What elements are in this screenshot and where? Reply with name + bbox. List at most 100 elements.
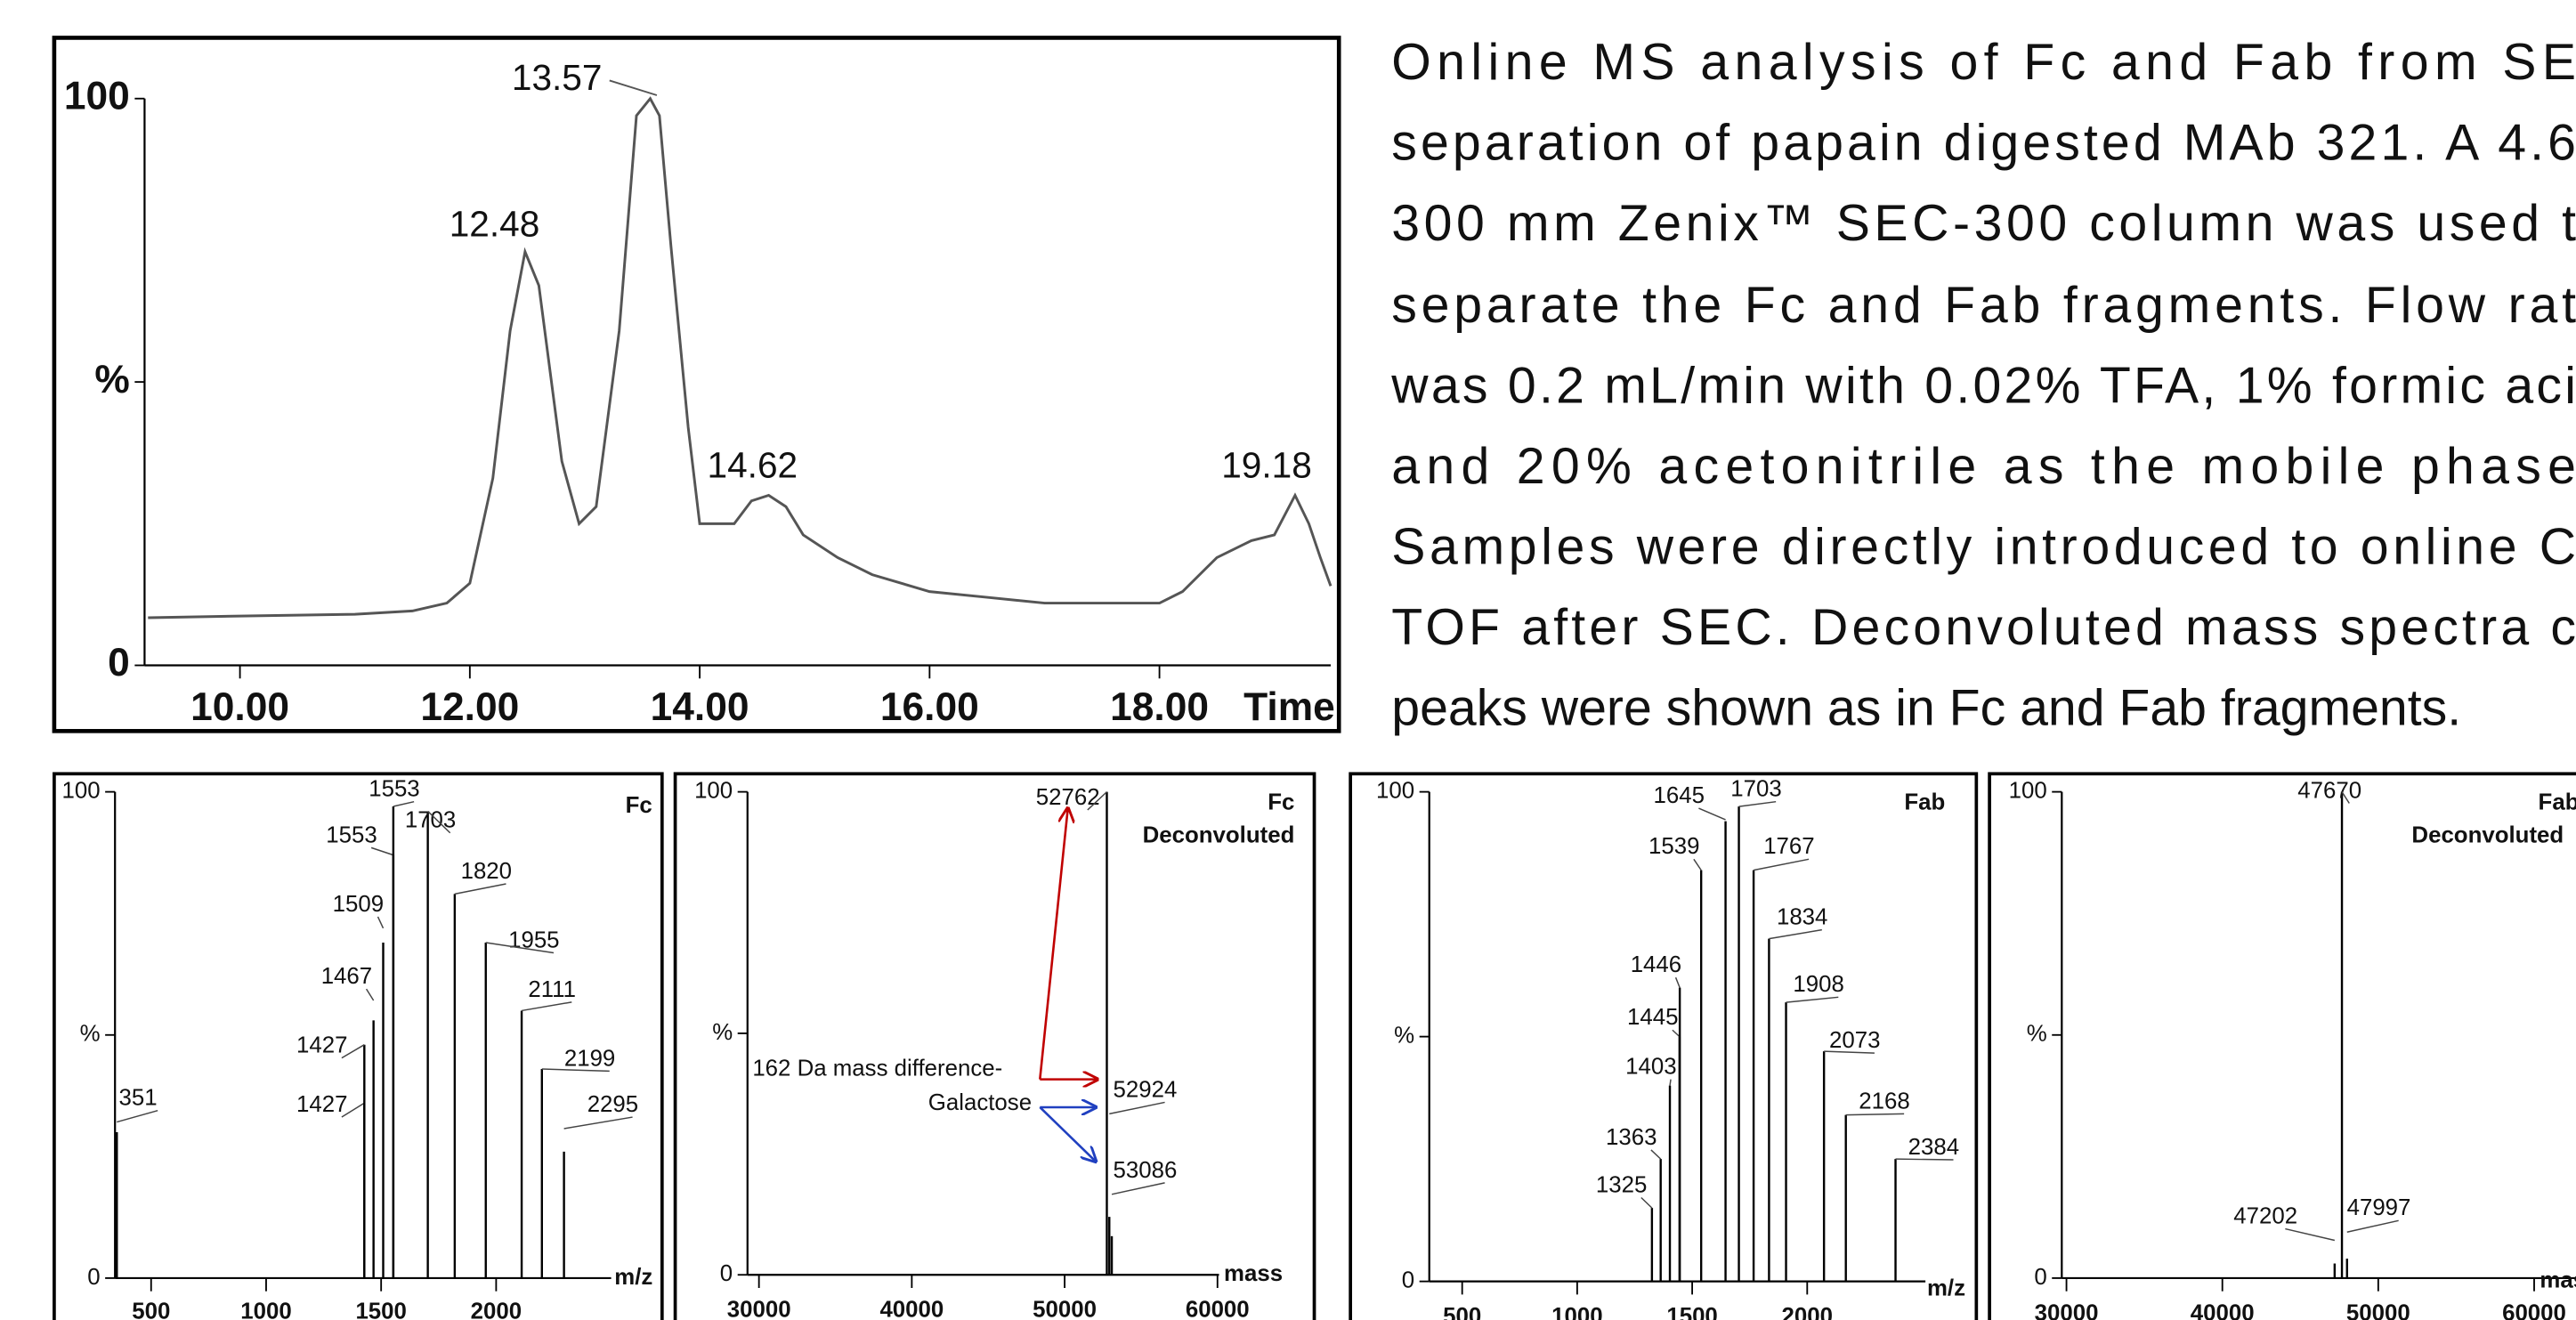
y-tick-label: 100 <box>61 778 100 803</box>
x-tick-label: 40000 <box>879 1298 944 1320</box>
leader-line <box>1693 858 1702 871</box>
x-axis-label: Time <box>1243 685 1335 729</box>
leader-line <box>1640 1196 1653 1209</box>
leader-line <box>377 916 385 929</box>
leader-line <box>2341 791 2350 804</box>
leader-line <box>1698 807 1726 821</box>
peak-label: 1445 <box>1627 1005 1678 1030</box>
galactose-arrows <box>1039 808 1098 1162</box>
leader-line <box>1669 1079 1672 1086</box>
y-tick-label: % <box>1394 1023 1414 1048</box>
peak-label: 2111 <box>528 977 576 1002</box>
caption-line: was 0.2 mL/min with 0.02% TFA, 1% formic… <box>1390 358 2576 415</box>
panel-frame <box>673 772 1316 1320</box>
caption: Online MS analysis of Fc and Fab from SE… <box>1390 34 2576 736</box>
panel-title: Fc <box>1268 790 1294 814</box>
x-tick-label: 14.00 <box>651 685 749 729</box>
peak-label: 1703 <box>1730 777 1781 802</box>
panel-title: Fab <box>2539 790 2576 814</box>
x-tick-label: 1500 <box>355 1300 406 1320</box>
y-tick-label: 0 <box>720 1261 733 1286</box>
annotation: Galactose <box>928 1090 1032 1115</box>
panel-subtitle: Deconvoluted <box>2411 822 2564 847</box>
peak-label: 1955 <box>508 927 559 952</box>
x-axis-label: mass <box>1224 1261 1283 1286</box>
leader-line <box>1895 1158 1954 1161</box>
peak-label: 1427 <box>296 1092 347 1117</box>
leader-line <box>427 810 451 834</box>
y-tick-label: 100 <box>1376 778 1414 803</box>
leader-line <box>2346 1219 2399 1233</box>
leader-line <box>1087 791 1107 811</box>
x-tick-label: 16.00 <box>880 685 979 729</box>
caption-line: separation of papain digested MAb 321. A… <box>1391 114 2576 171</box>
leader-line <box>2285 1227 2336 1242</box>
leader-line <box>485 942 555 954</box>
peak-label: 53086 <box>1114 1158 1178 1183</box>
y-tick-label: % <box>80 1022 101 1047</box>
leader-line <box>1672 1029 1681 1038</box>
chart-panel: 10.00 12.00 14.00 16.00 18.00 0% 100 Time 12.48 1… <box>52 36 1341 733</box>
peak-label: 2295 <box>587 1092 638 1117</box>
y-tick-label: 0 <box>108 641 130 684</box>
arrow <box>1039 808 1067 1080</box>
x-axis-label: m/z <box>1927 1276 1965 1301</box>
peak-label: 1553 <box>369 777 419 802</box>
peak-label: 47202 <box>2233 1203 2297 1228</box>
x-tick-label: 30000 <box>2035 1300 2099 1320</box>
x-axis-label: m/z <box>614 1265 652 1290</box>
peak-label: 1645 <box>1654 783 1705 808</box>
x-tick-label: 40000 <box>2191 1300 2255 1320</box>
leader-line <box>341 1044 365 1059</box>
caption-line: TOF after SEC. Deconvoluted mass spectra… <box>1391 599 2576 656</box>
peak-label: 1703 <box>405 808 456 833</box>
peak-label: 13.57 <box>512 57 603 98</box>
leader-line <box>1111 1182 1165 1195</box>
peak-label: 1325 <box>1596 1172 1647 1197</box>
leader-line <box>1738 800 1777 807</box>
peak-label: 1539 <box>1648 834 1699 859</box>
x-tick-label: 500 <box>1443 1304 1481 1320</box>
leader-line <box>1769 928 1822 940</box>
y-tick-label: 0 <box>87 1265 100 1290</box>
leader-line <box>1674 976 1681 988</box>
leader-line <box>393 800 415 807</box>
chart-panel: 500 1000 1500 2000 0% 100 m/z Fc 351 1427 1427 1467… <box>53 772 664 1320</box>
peak-label: 14.62 <box>708 445 798 486</box>
chromatogram-line <box>148 96 1333 620</box>
leader-line <box>341 1102 365 1118</box>
chart-panel: 30000 40000 50000 60000 0% 100 mass Fab Deconvol… <box>1988 772 2576 1320</box>
y-tick-label: % <box>712 1020 733 1045</box>
panel-frame <box>53 772 664 1320</box>
peak-label: 1427 <box>296 1033 347 1058</box>
x-tick-label: 18.00 <box>1110 685 1209 729</box>
panel-frame <box>1349 772 1979 1320</box>
peak-label: 1908 <box>1793 972 1843 997</box>
caption-line: Samples were directly introduced to onli… <box>1391 518 2576 575</box>
x-tick-label: 50000 <box>1033 1298 1097 1320</box>
arrow <box>1039 1106 1096 1162</box>
peak-label: 1467 <box>321 964 372 989</box>
y-tick-label: 100 <box>2009 778 2047 803</box>
leader-line <box>563 1116 633 1130</box>
peak-label: 1820 <box>461 859 512 884</box>
leader-line <box>1753 858 1810 871</box>
peak-label: 2199 <box>564 1046 615 1071</box>
peak-label: 1553 <box>326 822 377 847</box>
x-tick-label: 1000 <box>1551 1304 1602 1320</box>
leader-line <box>454 883 506 895</box>
leader-line <box>370 846 394 856</box>
chart-panel: 500 1000 1500 2000 0% 100 m/z Fab 1325 1363 1403 14… <box>1349 772 1979 1320</box>
peak-label: 12.48 <box>450 203 540 244</box>
peak-label: 47997 <box>2347 1195 2411 1220</box>
leader-line <box>117 1109 158 1123</box>
caption-line: Online MS analysis of Fc and Fab from SE <box>1391 34 2576 91</box>
peak-label: 1834 <box>1777 905 1827 930</box>
peak-label: 2384 <box>1908 1135 1959 1160</box>
peak-label: 2168 <box>1859 1089 1909 1113</box>
leader-line <box>609 79 658 96</box>
y-tick-label: 100 <box>694 778 733 803</box>
leader-line <box>541 1068 610 1073</box>
